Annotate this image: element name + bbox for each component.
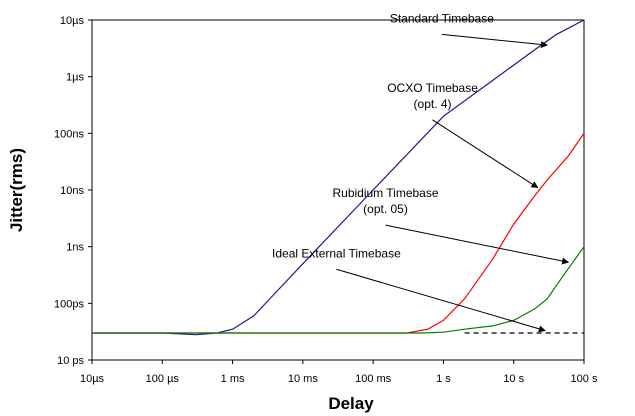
series-layer bbox=[92, 19, 585, 336]
series-line-2 bbox=[92, 132, 585, 334]
annotation-arrow bbox=[385, 224, 570, 265]
x-axis-title: Delay bbox=[328, 394, 374, 413]
y-tick-label: 1ns bbox=[66, 242, 84, 254]
x-tick-label: 1 ms bbox=[221, 373, 245, 385]
annotation-label: Standard Timebase bbox=[390, 11, 494, 25]
x-tick-label: 1 s bbox=[436, 373, 451, 385]
annotation-arrow bbox=[432, 119, 539, 189]
x-tick-label: 10 s bbox=[503, 373, 524, 385]
x-tick-label: 100 ms bbox=[355, 373, 392, 385]
annotation-layer: Standard Timebase OCXO Timebase (opt. 4) Ru… bbox=[272, 11, 570, 333]
annotation-label: (opt. 05) bbox=[363, 202, 408, 216]
x-tick-label: 100 µs bbox=[146, 373, 180, 385]
tick-layer: 10µs 100 µs 1 ms 10 ms 100 ms 1 s 10 s 100 s 10µ… bbox=[54, 15, 598, 385]
y-tick-label: 100ns bbox=[54, 128, 84, 140]
series-line-1 bbox=[92, 19, 585, 336]
y-tick-label: 1µs bbox=[66, 72, 84, 84]
x-tick-label: 10µs bbox=[80, 373, 105, 385]
annotation-arrow bbox=[336, 268, 546, 333]
x-tick-label: 100 s bbox=[571, 373, 598, 385]
y-tick-label: 10µs bbox=[60, 15, 85, 27]
x-tick-label: 10 ms bbox=[288, 373, 318, 385]
annotation-label: (opt. 4) bbox=[414, 97, 452, 111]
annotation-arrow bbox=[441, 33, 548, 48]
annotation-label: Rubidium Timebase bbox=[332, 186, 438, 200]
y-tick-label: 100ps bbox=[54, 298, 84, 310]
annotation-label: OCXO Timebase bbox=[387, 81, 478, 95]
annotation-label: Ideal External Timebase bbox=[272, 246, 401, 260]
y-tick-label: 10 ps bbox=[57, 355, 84, 367]
y-axis-title: Jitter(rms) bbox=[7, 148, 26, 232]
y-tick-label: 10ns bbox=[60, 185, 84, 197]
series-line-3 bbox=[92, 246, 585, 334]
